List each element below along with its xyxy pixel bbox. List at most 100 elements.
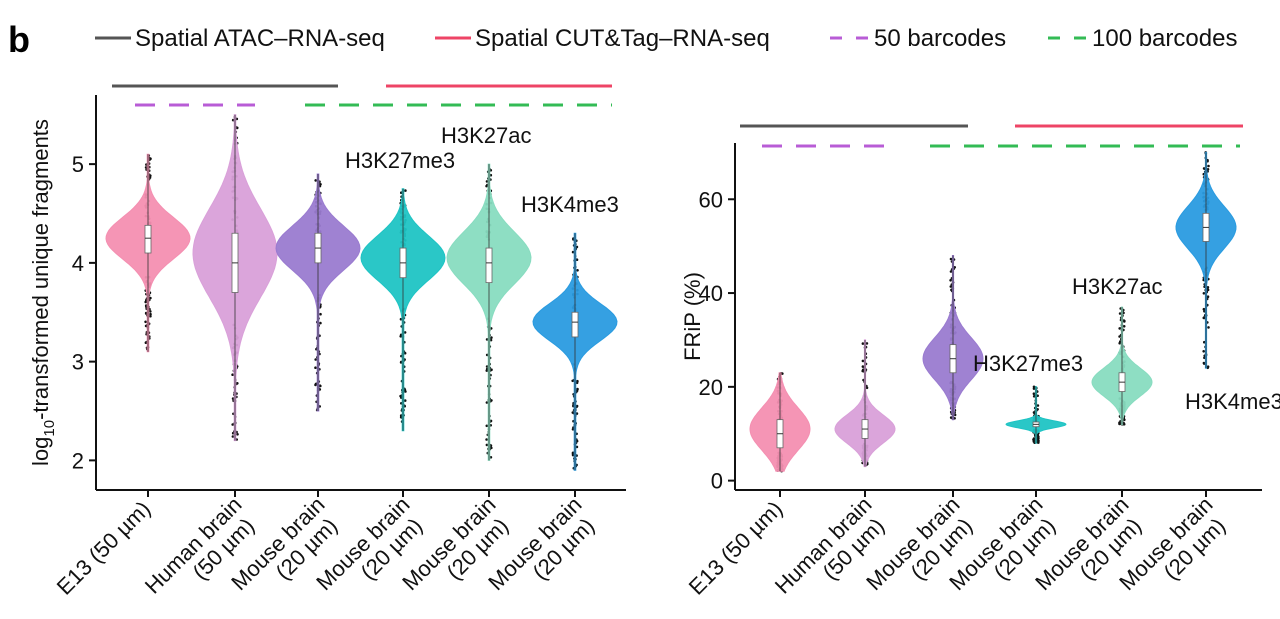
y-axis-label: FRiP (%): [680, 272, 705, 361]
legend-label-1: Spatial CUT&Tag–RNA-seq: [475, 25, 770, 52]
annotation-h3k27me3: H3K27me3: [973, 351, 1083, 376]
y-axis-label-sub: 10: [41, 420, 58, 437]
outlier-point: [575, 258, 579, 262]
outlier-point: [1122, 325, 1126, 328]
outlier-point: [149, 312, 152, 316]
y-tick-label: 2: [72, 448, 84, 473]
x-tick-label-5: Mouse brain(20 µm): [483, 492, 603, 612]
outlier-point: [1032, 392, 1036, 396]
outlier-point: [949, 285, 953, 288]
legend-label-0: Spatial ATAC–RNA-seq: [135, 25, 385, 52]
outlier-point: [485, 369, 489, 372]
outlier-point: [149, 174, 152, 177]
violin-3: [1005, 385, 1067, 445]
y-tick-label: 20: [699, 375, 723, 400]
outlier-point: [1036, 435, 1040, 439]
y-axis-label-rest: -transformed unique fragments: [28, 119, 53, 420]
y-tick-label: 0: [711, 469, 723, 494]
outlier-point: [490, 368, 493, 372]
x-tick-label-line: E13 (50 µm): [52, 496, 156, 600]
outlier-point: [485, 184, 488, 188]
outlier-point: [861, 369, 864, 373]
outlier-point: [319, 384, 322, 388]
y-tick-label: 5: [72, 152, 84, 177]
outlier-point: [1202, 307, 1206, 311]
outlier-point: [485, 443, 489, 447]
outlier-point: [949, 257, 953, 261]
outlier-point: [781, 372, 784, 375]
outlier-point: [571, 379, 574, 383]
outlier-point: [1202, 167, 1206, 170]
outlier-point: [403, 351, 407, 355]
outlier-point: [1036, 404, 1040, 407]
outlier-point: [314, 358, 318, 361]
outlier-point: [404, 189, 407, 192]
outlier-point: [865, 342, 869, 345]
outlier-point: [575, 404, 579, 408]
outlier-point: [576, 269, 579, 272]
y-tick-label: 3: [72, 350, 84, 375]
outlier-point: [1118, 422, 1121, 426]
violin-5: [1175, 151, 1237, 370]
outlier-point: [861, 359, 865, 363]
outlier-point: [1032, 395, 1036, 398]
y-axis-label-main: log: [28, 437, 53, 466]
outlier-point: [1032, 437, 1036, 440]
outlier-point: [231, 435, 235, 438]
violin-panel-unique-fragments: 2 3 4 5 log10-transformed unique fragments E1…: [28, 95, 626, 616]
y-tick-label: 4: [72, 251, 84, 276]
outlier-point: [949, 279, 952, 282]
x-tick-label-1: Human brain(50 µm): [770, 492, 894, 616]
violin-5: [532, 232, 618, 471]
outlier-point: [489, 419, 493, 423]
outlier-point: [1207, 326, 1210, 329]
annotation-h3k4me3: H3K4me3: [1185, 389, 1280, 414]
annotation-h3k27ac: H3K27ac: [441, 123, 532, 148]
outlier-point: [485, 424, 489, 428]
outlier-point: [403, 399, 407, 402]
violin-2: [275, 173, 361, 412]
outlier-point: [1036, 440, 1040, 444]
violin-1: [834, 339, 896, 468]
outlier-point: [236, 433, 239, 436]
legend-label-3: 100 barcodes: [1092, 25, 1237, 52]
outlier-point: [1123, 319, 1126, 323]
outlier-point: [314, 179, 318, 182]
outlier-point: [231, 373, 234, 377]
outlier-point: [149, 310, 152, 313]
outlier-point: [490, 336, 493, 339]
outlier-point: [485, 180, 489, 183]
violin-1: [192, 114, 278, 442]
outlier-point: [485, 438, 488, 441]
outlier-point: [1207, 164, 1210, 168]
outlier-point: [319, 312, 322, 316]
violin-0: [105, 153, 191, 353]
legend-label-2: 50 barcodes: [874, 25, 1006, 52]
outlier-point: [1202, 292, 1206, 295]
outlier-point: [576, 387, 579, 391]
outlier-point: [949, 416, 953, 419]
outlier-point: [149, 314, 152, 318]
annotation-h3k4me3: H3K4me3: [521, 192, 619, 217]
y-axis-label: log10-transformed unique fragments: [28, 119, 58, 466]
legend: Spatial ATAC–RNA-seq Spatial CUT&Tag–RNA-…: [95, 25, 1237, 52]
outlier-point: [144, 320, 147, 324]
iqr-box: [571, 311, 579, 338]
outlier-point: [403, 331, 407, 334]
x-tick-label-1: Human brain(50 µm): [140, 492, 264, 616]
violin-2: [922, 255, 984, 421]
group-bars: [112, 84, 1243, 148]
outlier-point: [231, 423, 234, 426]
outlier-point: [404, 390, 407, 393]
annotation-h3k27me3: H3K27me3: [345, 148, 455, 173]
violin-3: [360, 188, 446, 432]
y-tick-label: 40: [699, 281, 723, 306]
outlier-point: [236, 382, 239, 385]
outlier-point: [861, 342, 865, 345]
outlier-point: [1202, 316, 1206, 319]
x-tick-label-2: Mouse brain(20 µm): [861, 492, 981, 612]
outlier-point: [399, 394, 402, 398]
iqr-box: [485, 247, 493, 284]
